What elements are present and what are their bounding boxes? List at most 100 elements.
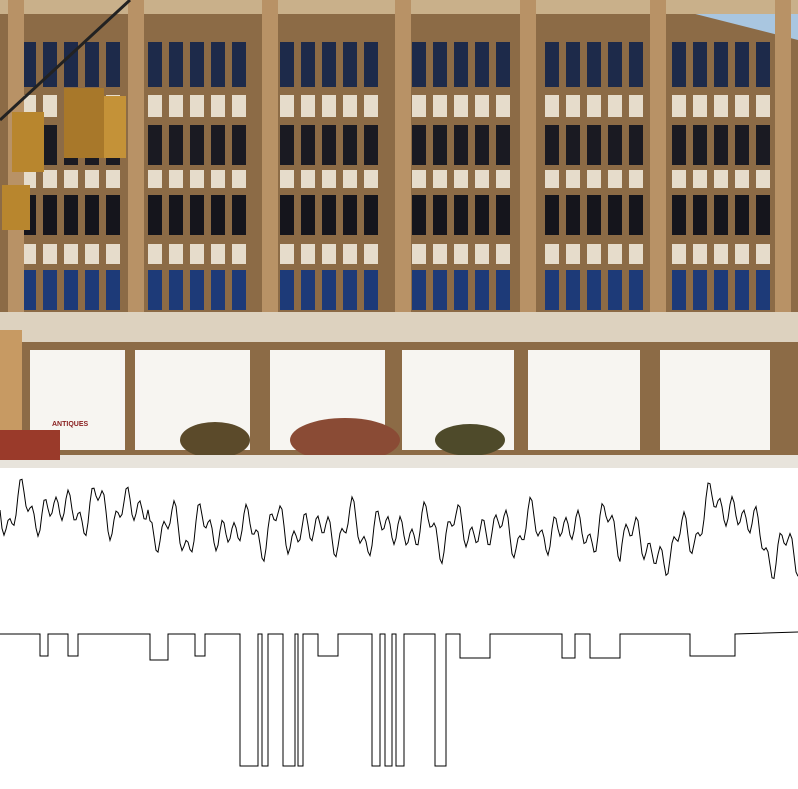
window <box>301 244 315 264</box>
window <box>280 95 294 117</box>
window <box>629 244 643 264</box>
window <box>496 125 510 165</box>
window <box>433 170 447 188</box>
window <box>301 125 315 165</box>
window <box>43 125 57 165</box>
window <box>756 244 770 264</box>
window <box>322 195 336 235</box>
window <box>475 195 489 235</box>
window <box>364 195 378 235</box>
window <box>280 170 294 188</box>
step-profile <box>0 631 798 767</box>
window <box>566 42 580 87</box>
window <box>106 195 120 235</box>
pillar <box>775 0 791 315</box>
window <box>566 244 580 264</box>
window <box>608 42 622 87</box>
window <box>301 270 315 310</box>
window <box>85 244 99 264</box>
window <box>693 270 707 310</box>
window <box>169 95 183 117</box>
pillar <box>262 0 278 315</box>
window <box>433 95 447 117</box>
window <box>190 270 204 310</box>
window <box>169 244 183 264</box>
window <box>454 170 468 188</box>
window <box>412 244 426 264</box>
window <box>693 125 707 165</box>
window <box>714 195 728 235</box>
vehicle <box>0 430 60 460</box>
window <box>322 95 336 117</box>
window <box>672 42 686 87</box>
window <box>85 42 99 87</box>
window <box>587 95 601 117</box>
window <box>106 42 120 87</box>
window <box>566 125 580 165</box>
window <box>545 125 559 165</box>
window <box>301 195 315 235</box>
window <box>412 125 426 165</box>
window <box>343 195 357 235</box>
window <box>454 195 468 235</box>
window <box>280 270 294 310</box>
storefront-band <box>0 312 798 342</box>
window <box>587 170 601 188</box>
window <box>735 270 749 310</box>
window <box>433 125 447 165</box>
window <box>587 195 601 235</box>
window <box>211 270 225 310</box>
window <box>672 95 686 117</box>
window <box>693 42 707 87</box>
window <box>475 95 489 117</box>
window <box>232 125 246 165</box>
pillar <box>128 0 144 315</box>
window <box>545 95 559 117</box>
window <box>475 125 489 165</box>
window <box>364 244 378 264</box>
window <box>454 125 468 165</box>
window <box>211 95 225 117</box>
window <box>343 95 357 117</box>
window <box>693 244 707 264</box>
window <box>280 195 294 235</box>
window <box>211 42 225 87</box>
window <box>433 244 447 264</box>
window <box>433 270 447 310</box>
window <box>322 244 336 264</box>
window <box>232 244 246 264</box>
window <box>587 270 601 310</box>
window <box>322 125 336 165</box>
window <box>364 95 378 117</box>
window <box>148 95 162 117</box>
window <box>211 195 225 235</box>
window <box>232 170 246 188</box>
window <box>169 42 183 87</box>
window <box>433 195 447 235</box>
window <box>343 270 357 310</box>
window <box>148 42 162 87</box>
window <box>756 270 770 310</box>
pillar <box>520 0 536 315</box>
window <box>608 95 622 117</box>
window <box>693 170 707 188</box>
window <box>190 42 204 87</box>
pillar <box>395 0 411 315</box>
window <box>301 42 315 87</box>
window <box>169 195 183 235</box>
window <box>629 195 643 235</box>
window <box>629 270 643 310</box>
bush <box>180 422 250 458</box>
window <box>672 270 686 310</box>
window <box>608 270 622 310</box>
window <box>343 125 357 165</box>
window <box>64 170 78 188</box>
window <box>496 42 510 87</box>
window <box>211 125 225 165</box>
window <box>85 270 99 310</box>
window <box>693 95 707 117</box>
window <box>672 195 686 235</box>
window <box>190 95 204 117</box>
window <box>566 170 580 188</box>
window <box>475 170 489 188</box>
